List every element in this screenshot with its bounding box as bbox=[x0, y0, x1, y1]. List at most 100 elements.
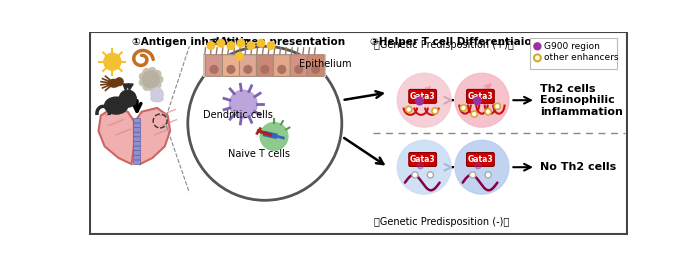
FancyBboxPatch shape bbox=[273, 55, 290, 76]
FancyBboxPatch shape bbox=[134, 160, 141, 164]
Text: Th2 cells: Th2 cells bbox=[540, 84, 595, 94]
Circle shape bbox=[142, 71, 160, 88]
Circle shape bbox=[119, 90, 136, 107]
Circle shape bbox=[475, 163, 481, 169]
Text: Gata3: Gata3 bbox=[410, 155, 435, 164]
FancyBboxPatch shape bbox=[409, 153, 437, 166]
Circle shape bbox=[247, 42, 255, 49]
Circle shape bbox=[207, 42, 215, 49]
FancyBboxPatch shape bbox=[256, 55, 273, 76]
Text: Gata3: Gata3 bbox=[468, 92, 493, 101]
Circle shape bbox=[485, 172, 491, 178]
Text: 》Genetic Predisposition (+)「: 》Genetic Predisposition (+)「 bbox=[374, 40, 514, 50]
FancyBboxPatch shape bbox=[134, 118, 141, 123]
Circle shape bbox=[144, 69, 150, 76]
Polygon shape bbox=[135, 108, 170, 164]
FancyBboxPatch shape bbox=[134, 155, 141, 160]
FancyBboxPatch shape bbox=[134, 146, 141, 151]
Circle shape bbox=[406, 106, 412, 112]
Circle shape bbox=[485, 109, 491, 115]
Circle shape bbox=[257, 39, 265, 47]
FancyBboxPatch shape bbox=[239, 55, 256, 76]
FancyBboxPatch shape bbox=[466, 153, 494, 166]
Circle shape bbox=[267, 42, 275, 49]
Ellipse shape bbox=[108, 79, 119, 87]
Circle shape bbox=[494, 103, 500, 110]
FancyBboxPatch shape bbox=[90, 32, 627, 234]
FancyBboxPatch shape bbox=[134, 128, 141, 132]
Circle shape bbox=[261, 65, 269, 73]
Text: G900 region: G900 region bbox=[543, 42, 599, 51]
Text: 》Genetic Predisposition (-)「: 》Genetic Predisposition (-)「 bbox=[374, 217, 510, 227]
FancyBboxPatch shape bbox=[409, 89, 437, 103]
Circle shape bbox=[156, 76, 163, 83]
Text: inflammation: inflammation bbox=[540, 107, 622, 117]
Text: Gata3: Gata3 bbox=[468, 155, 493, 164]
Circle shape bbox=[312, 65, 319, 73]
Circle shape bbox=[534, 54, 541, 61]
Circle shape bbox=[149, 84, 156, 91]
Circle shape bbox=[149, 68, 156, 74]
FancyBboxPatch shape bbox=[466, 89, 494, 103]
Circle shape bbox=[461, 105, 466, 111]
Text: Gata3: Gata3 bbox=[410, 92, 435, 101]
FancyBboxPatch shape bbox=[530, 38, 617, 69]
Circle shape bbox=[227, 65, 235, 73]
FancyBboxPatch shape bbox=[134, 123, 141, 128]
Circle shape bbox=[154, 81, 161, 88]
FancyBboxPatch shape bbox=[134, 137, 141, 142]
Circle shape bbox=[534, 43, 541, 50]
Circle shape bbox=[217, 39, 225, 47]
FancyBboxPatch shape bbox=[290, 55, 307, 76]
FancyBboxPatch shape bbox=[223, 55, 239, 76]
Circle shape bbox=[455, 140, 509, 194]
Circle shape bbox=[235, 53, 244, 60]
Circle shape bbox=[398, 140, 451, 194]
Text: No Th2 cells: No Th2 cells bbox=[540, 162, 616, 172]
Circle shape bbox=[237, 39, 245, 47]
Ellipse shape bbox=[151, 96, 163, 102]
Ellipse shape bbox=[105, 97, 127, 114]
FancyBboxPatch shape bbox=[134, 142, 141, 146]
Circle shape bbox=[230, 90, 257, 118]
Circle shape bbox=[227, 42, 235, 49]
Polygon shape bbox=[127, 84, 133, 90]
Circle shape bbox=[116, 78, 123, 86]
FancyBboxPatch shape bbox=[307, 55, 324, 76]
Text: ①Antigen inhalation: ①Antigen inhalation bbox=[132, 37, 249, 47]
Circle shape bbox=[470, 172, 476, 178]
Circle shape bbox=[139, 73, 146, 80]
Circle shape bbox=[154, 70, 161, 77]
Circle shape bbox=[398, 73, 451, 127]
Text: other enhancers: other enhancers bbox=[543, 53, 618, 62]
Circle shape bbox=[412, 172, 418, 178]
Polygon shape bbox=[123, 84, 130, 90]
Text: Eosinophilic: Eosinophilic bbox=[540, 95, 615, 105]
Circle shape bbox=[278, 65, 286, 73]
Text: Dendritic cells: Dendritic cells bbox=[203, 110, 273, 120]
Circle shape bbox=[139, 79, 146, 86]
FancyBboxPatch shape bbox=[134, 151, 141, 155]
Circle shape bbox=[151, 88, 163, 100]
Circle shape bbox=[144, 83, 150, 90]
Circle shape bbox=[432, 108, 438, 114]
Circle shape bbox=[455, 73, 509, 127]
FancyBboxPatch shape bbox=[134, 132, 141, 137]
Polygon shape bbox=[99, 108, 134, 164]
Circle shape bbox=[427, 172, 433, 178]
Text: Epithelium: Epithelium bbox=[299, 59, 351, 69]
FancyBboxPatch shape bbox=[203, 54, 326, 77]
Circle shape bbox=[416, 97, 423, 105]
Circle shape bbox=[244, 65, 252, 73]
Circle shape bbox=[417, 163, 424, 169]
Circle shape bbox=[210, 65, 218, 73]
Circle shape bbox=[471, 111, 477, 117]
Text: ③Helper T cell Differentiaion: ③Helper T cell Differentiaion bbox=[370, 37, 539, 47]
Text: ②Antigen presentation: ②Antigen presentation bbox=[211, 37, 345, 47]
Text: Naive T cells: Naive T cells bbox=[228, 149, 290, 159]
Circle shape bbox=[295, 65, 302, 73]
FancyBboxPatch shape bbox=[206, 55, 223, 76]
Circle shape bbox=[473, 97, 481, 105]
Circle shape bbox=[260, 122, 288, 150]
Circle shape bbox=[104, 53, 121, 70]
